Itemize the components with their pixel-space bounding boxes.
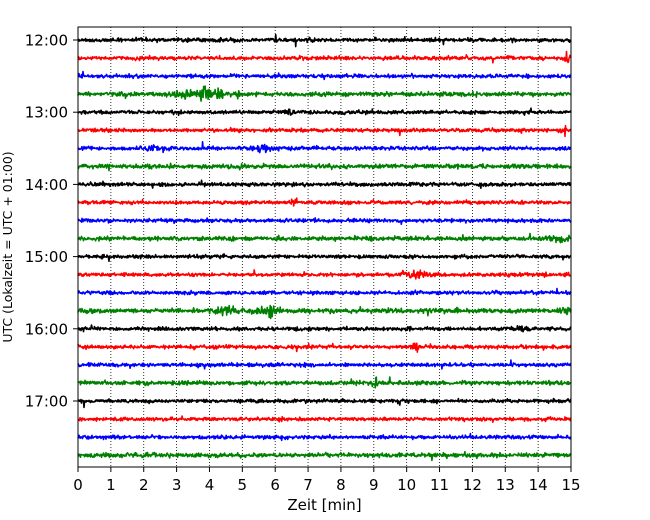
seismic-trace-1645 bbox=[77, 376, 572, 389]
x-tick-label: 0 bbox=[73, 476, 83, 494]
seismic-trace-1500 bbox=[77, 253, 572, 262]
seismic-trace-1315 bbox=[77, 124, 572, 138]
seismic-trace-1715 bbox=[77, 415, 572, 423]
seismic-trace-1230 bbox=[77, 70, 572, 81]
plot-frame bbox=[77, 26, 572, 468]
x-tick-label: 2 bbox=[139, 476, 149, 494]
x-tick-label: 8 bbox=[336, 476, 346, 494]
y-tick-label: 12:00 bbox=[25, 32, 68, 50]
x-tick-label: 3 bbox=[172, 476, 182, 494]
x-tick-label: 14 bbox=[529, 476, 548, 494]
seismic-trace-1615 bbox=[77, 342, 572, 353]
x-tick-label: 11 bbox=[430, 476, 449, 494]
seismic-trace-1700 bbox=[77, 397, 572, 409]
x-axis-label: Zeit [min] bbox=[287, 496, 361, 514]
seismic-trace-1430 bbox=[77, 217, 572, 225]
x-axis: 0 1 2 3 4 5 6 7 8 9 10 11 12 13 14 15 bbox=[73, 467, 581, 494]
y-tick-label: 13:00 bbox=[25, 104, 68, 122]
seismic-trace-1415 bbox=[77, 197, 572, 207]
seismic-trace-1445 bbox=[77, 232, 572, 244]
grid-lines bbox=[110, 27, 539, 467]
seismic-trace-1215 bbox=[77, 50, 572, 64]
x-tick-label: 1 bbox=[106, 476, 116, 494]
x-tick-label: 9 bbox=[369, 476, 379, 494]
y-axis: 12:00 13:00 14:00 15:00 16:00 17:00 bbox=[25, 32, 78, 411]
y-tick-label: 14:00 bbox=[25, 176, 68, 194]
seismic-traces bbox=[77, 33, 572, 462]
x-tick-label: 10 bbox=[397, 476, 416, 494]
y-axis-label: UTC (Lokalzeit = UTC + 01:00) bbox=[0, 151, 15, 342]
seismic-trace-1545 bbox=[77, 304, 572, 320]
seismic-trace-1600 bbox=[77, 324, 572, 333]
x-tick-label: 12 bbox=[463, 476, 482, 494]
seismic-trace-1300 bbox=[77, 107, 572, 117]
x-tick-label: 5 bbox=[238, 476, 248, 494]
seismic-trace-1345 bbox=[77, 162, 572, 172]
x-tick-label: 6 bbox=[270, 476, 280, 494]
y-tick-label: 17:00 bbox=[25, 393, 68, 411]
seismic-trace-1730 bbox=[77, 432, 572, 442]
seismic-trace-1200 bbox=[77, 33, 572, 48]
x-tick-label: 15 bbox=[561, 476, 580, 494]
seismic-trace-1530 bbox=[77, 287, 572, 296]
seismic-trace-1745 bbox=[77, 450, 572, 462]
x-tick-label: 13 bbox=[496, 476, 515, 494]
x-tick-label: 7 bbox=[303, 476, 313, 494]
seismic-trace-1400 bbox=[77, 179, 572, 189]
seismic-trace-1330 bbox=[77, 141, 572, 154]
seismic-trace-1630 bbox=[77, 359, 572, 370]
x-tick-label: 4 bbox=[205, 476, 215, 494]
y-tick-label: 15:00 bbox=[25, 248, 68, 266]
y-tick-label: 16:00 bbox=[25, 320, 68, 338]
seismic-trace-1245 bbox=[77, 85, 572, 102]
seismic-trace-1515 bbox=[77, 269, 572, 280]
